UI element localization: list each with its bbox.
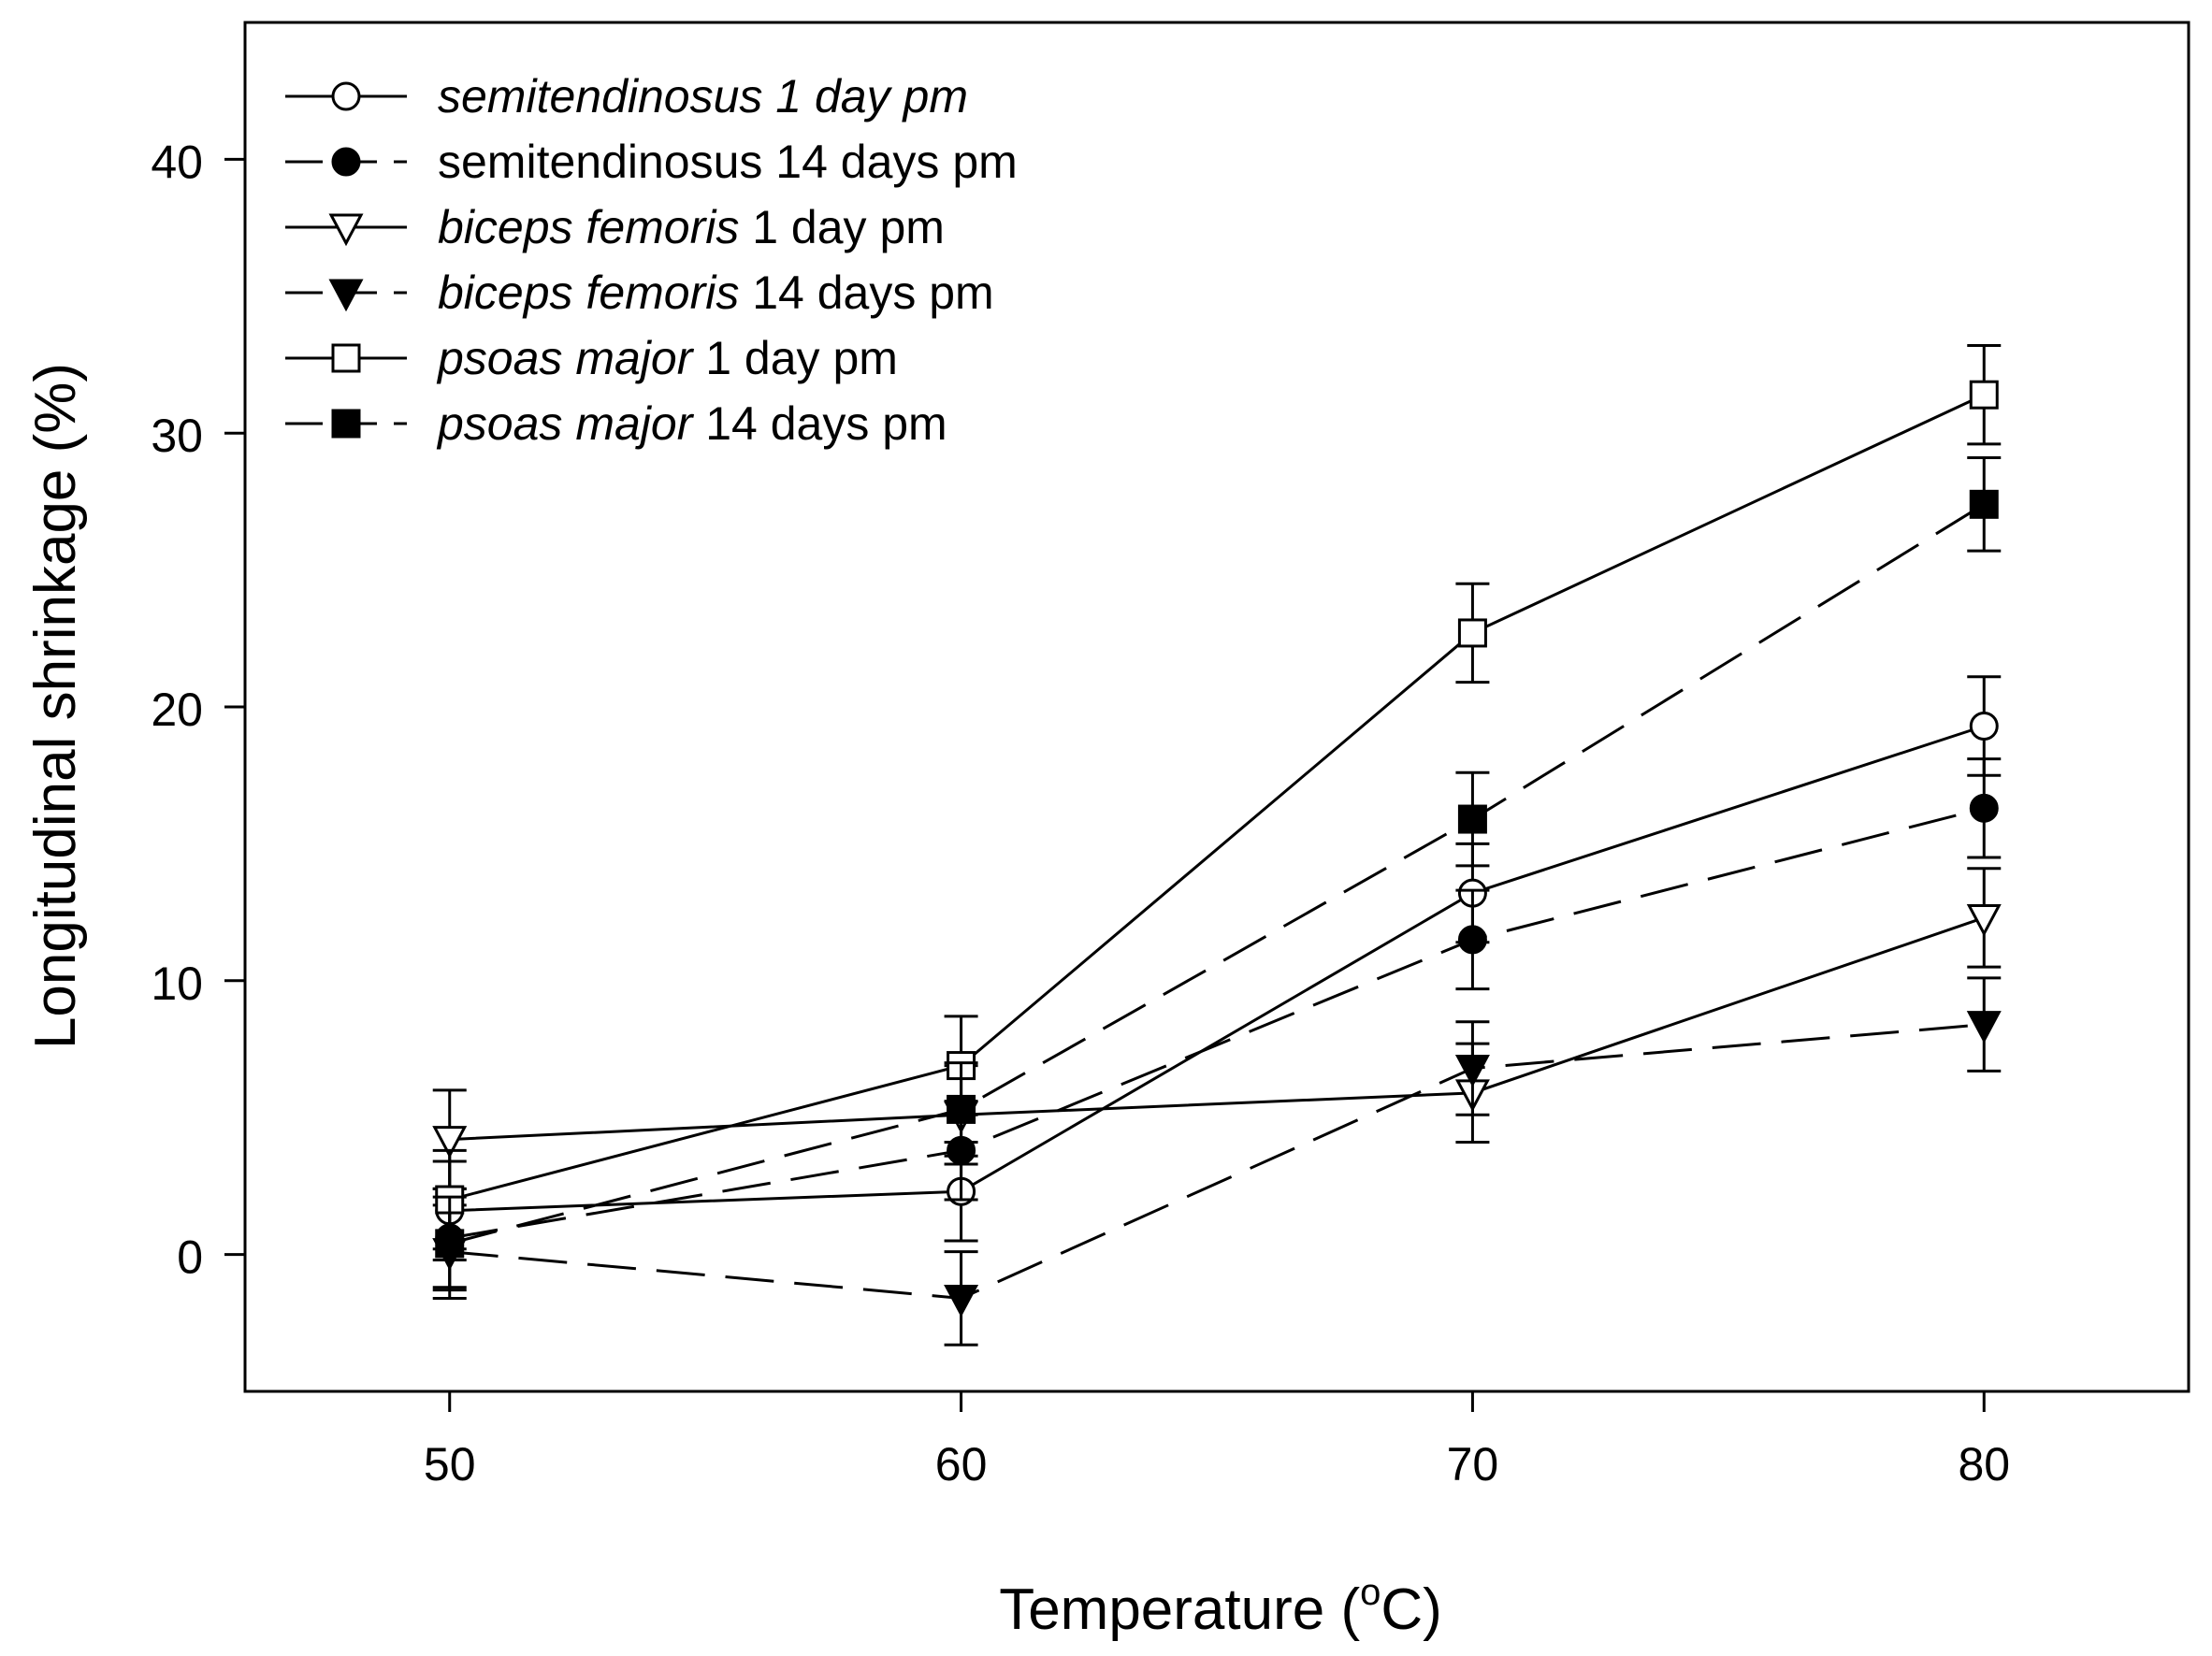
legend-label: semitendinosus 14 days pm bbox=[438, 136, 1018, 188]
legend-label: biceps femoris 1 day pm bbox=[438, 201, 945, 253]
plot-area bbox=[432, 344, 2002, 1346]
series-5-point bbox=[1969, 380, 1999, 410]
series-6-point bbox=[947, 1094, 976, 1124]
legend-marker bbox=[331, 81, 361, 111]
series-2-line bbox=[449, 806, 1985, 1240]
x-tick-label-80: 80 bbox=[1958, 1438, 2010, 1490]
series-6 bbox=[432, 456, 2002, 1292]
y-tick-label-0: 0 bbox=[177, 1231, 203, 1284]
series-6-line bbox=[449, 503, 1986, 1246]
x-tick-label-50: 50 bbox=[424, 1438, 476, 1490]
legend-marker bbox=[328, 279, 364, 312]
legend-marker bbox=[331, 147, 361, 177]
legend-marker bbox=[328, 213, 364, 247]
legend: semitendinosus 1 day pm semitendinosus 14… bbox=[285, 70, 1018, 450]
legend-item-4: biceps femoris 14 days pm bbox=[285, 266, 994, 319]
series-3-line bbox=[449, 916, 1985, 1142]
legend-item-6: psoas major 14 days pm bbox=[285, 397, 947, 450]
y-tick-label-30: 30 bbox=[151, 410, 203, 462]
series-6-point bbox=[1969, 489, 1999, 519]
series-2-point bbox=[1969, 793, 1999, 823]
legend-item-2: semitendinosus 14 days pm bbox=[285, 136, 1018, 188]
series-4-line bbox=[449, 1023, 1985, 1300]
legend-label: psoas major 14 days pm bbox=[436, 397, 947, 450]
series-3-point bbox=[1966, 903, 2002, 937]
series-6-point bbox=[435, 1229, 465, 1259]
legend-label: semitendinosus 1 day pm bbox=[438, 70, 968, 122]
legend-item-3: biceps femoris 1 day pm bbox=[285, 201, 945, 253]
legend-marker bbox=[331, 343, 361, 373]
legend-marker bbox=[331, 409, 361, 439]
series-1-line bbox=[449, 725, 1985, 1213]
x-tick-label-70: 70 bbox=[1447, 1438, 1499, 1490]
series-5-line bbox=[449, 393, 1985, 1202]
series-6-point bbox=[1457, 804, 1487, 834]
series-4-point bbox=[1966, 1011, 2002, 1044]
series-4-point bbox=[944, 1284, 979, 1318]
legend-item-5: psoas major 1 day pm bbox=[285, 332, 898, 384]
axes: 0 10 20 30 40 50 60 70 80 bbox=[151, 21, 2190, 1490]
y-tick-label-10: 10 bbox=[151, 958, 203, 1010]
legend-item-1: semitendinosus 1 day pm bbox=[285, 70, 968, 122]
y-tick-label-20: 20 bbox=[151, 684, 203, 736]
series-3-point bbox=[432, 1126, 468, 1159]
legend-label: psoas major 1 day pm bbox=[436, 332, 898, 384]
x-axis-title: Temperature (oC) bbox=[999, 1572, 1442, 1642]
y-tick-label-40: 40 bbox=[151, 136, 203, 188]
series-1-point bbox=[1969, 711, 1999, 741]
series-4-point bbox=[1454, 1054, 1490, 1087]
y-axis-title: Longitudinal shrinkage (%) bbox=[23, 363, 88, 1049]
series-5-point bbox=[1457, 618, 1487, 648]
legend-label: biceps femoris 14 days pm bbox=[438, 266, 994, 319]
series-2-point bbox=[1457, 925, 1487, 955]
x-tick-label-60: 60 bbox=[935, 1438, 988, 1490]
